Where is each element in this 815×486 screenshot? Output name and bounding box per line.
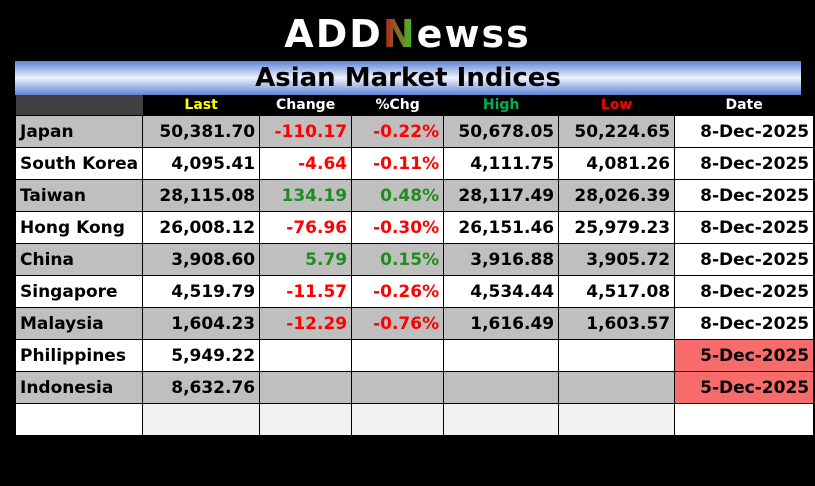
cell-name: Singapore (14, 275, 144, 308)
cell-high (443, 339, 560, 372)
blank-row (14, 403, 815, 436)
cell-high (443, 371, 560, 404)
cell-high: 50,678.05 (443, 115, 560, 148)
cell-last: 5,949.22 (142, 339, 261, 372)
cell-change: -110.17 (259, 115, 353, 148)
cell-pct: -0.26% (351, 275, 445, 308)
cell-high: 28,117.49 (443, 179, 560, 212)
cell-change (259, 339, 353, 372)
column-header: %Chg (351, 95, 444, 116)
cell-high: 3,916.88 (443, 243, 560, 276)
cell-name: Indonesia (14, 371, 144, 404)
cell-empty (14, 403, 144, 436)
cell-low (558, 371, 676, 404)
cell-empty (674, 403, 815, 436)
table-row: Singapore 4,519.79 -11.57 -0.26% 4,534.44 4,5… (14, 275, 815, 308)
cell-empty (142, 403, 261, 436)
cell-empty (351, 403, 445, 436)
cell-last: 1,604.23 (142, 307, 261, 340)
cell-last: 8,632.76 (142, 371, 261, 404)
cell-pct (351, 371, 445, 404)
cell-high: 26,151.46 (443, 211, 560, 244)
cell-last: 3,908.60 (142, 243, 261, 276)
logo-text: ADD (284, 12, 383, 56)
cell-pct (351, 339, 445, 372)
cell-change: 5.79 (259, 243, 353, 276)
cell-last: 28,115.08 (142, 179, 261, 212)
table-row: Japan 50,381.70 -110.17 -0.22% 50,678.05 50,2… (14, 115, 815, 148)
cell-date: 5-Dec-2025 (674, 339, 815, 372)
cell-date: 5-Dec-2025 (674, 371, 815, 404)
cell-low: 25,979.23 (558, 211, 676, 244)
cell-date: 8-Dec-2025 (674, 243, 815, 276)
cell-pct: -0.30% (351, 211, 445, 244)
cell-last: 50,381.70 (142, 115, 261, 148)
cell-change: -76.96 (259, 211, 353, 244)
cell-pct: -0.22% (351, 115, 445, 148)
table-row: Malaysia 1,604.23 -12.29 -0.76% 1,616.49 1,60… (14, 307, 815, 340)
cell-high: 4,111.75 (443, 147, 560, 180)
column-header: Date (674, 95, 814, 116)
addnewss-logo: ADDNewss (0, 12, 815, 56)
cell-date: 8-Dec-2025 (674, 275, 815, 308)
column-header: Low (558, 95, 675, 116)
cell-high: 1,616.49 (443, 307, 560, 340)
cell-low: 50,224.65 (558, 115, 676, 148)
cell-date: 8-Dec-2025 (674, 211, 815, 244)
logo-text: ewss (416, 12, 531, 56)
cell-name: Malaysia (14, 307, 144, 340)
cell-date: 8-Dec-2025 (674, 179, 815, 212)
cell-low: 4,081.26 (558, 147, 676, 180)
column-header: High (443, 95, 559, 116)
cell-low: 3,905.72 (558, 243, 676, 276)
table-row: Indonesia 8,632.76 5-Dec-2025 (14, 371, 815, 404)
logo-n-mark: N (382, 12, 417, 56)
cell-high: 4,534.44 (443, 275, 560, 308)
table-row: South Korea 4,095.41 -4.64 -0.11% 4,111.75 4,… (14, 147, 815, 180)
cell-date: 8-Dec-2025 (674, 147, 815, 180)
cell-name: South Korea (14, 147, 144, 180)
cell-change: -12.29 (259, 307, 353, 340)
cell-date: 8-Dec-2025 (674, 115, 815, 148)
cell-name: Philippines (14, 339, 144, 372)
cell-pct: -0.76% (351, 307, 445, 340)
column-header: Change (259, 95, 352, 116)
cell-last: 4,519.79 (142, 275, 261, 308)
cell-change: -11.57 (259, 275, 353, 308)
table-row: Hong Kong 26,008.12 -76.96 -0.30% 26,151.46 2… (14, 211, 815, 244)
cell-date: 8-Dec-2025 (674, 307, 815, 340)
column-header (15, 95, 143, 116)
cell-pct: 0.48% (351, 179, 445, 212)
cell-change: 134.19 (259, 179, 353, 212)
cell-name: Taiwan (14, 179, 144, 212)
table-row: Taiwan 28,115.08 134.19 0.48% 28,117.49 28,02… (14, 179, 815, 212)
market-indices-table: Last Change %Chg High Low Date Japan 50,381.70… (14, 95, 815, 436)
table-title: Asian Market Indices (15, 61, 801, 95)
cell-change: -4.64 (259, 147, 353, 180)
cell-name: Japan (14, 115, 144, 148)
cell-name: China (14, 243, 144, 276)
cell-pct: -0.11% (351, 147, 445, 180)
cell-pct: 0.15% (351, 243, 445, 276)
table-row: Philippines 5,949.22 5-Dec-2025 (14, 339, 815, 372)
cell-empty (443, 403, 560, 436)
cell-last: 4,095.41 (142, 147, 261, 180)
cell-last: 26,008.12 (142, 211, 261, 244)
cell-low: 1,603.57 (558, 307, 676, 340)
cell-name: Hong Kong (14, 211, 144, 244)
cell-low (558, 339, 676, 372)
cell-low: 28,026.39 (558, 179, 676, 212)
table-row: China 3,908.60 5.79 0.15% 3,916.88 3,905.72 8-… (14, 243, 815, 276)
cell-empty (259, 403, 353, 436)
cell-low: 4,517.08 (558, 275, 676, 308)
cell-change (259, 371, 353, 404)
cell-empty (558, 403, 676, 436)
column-header: Last (142, 95, 260, 116)
